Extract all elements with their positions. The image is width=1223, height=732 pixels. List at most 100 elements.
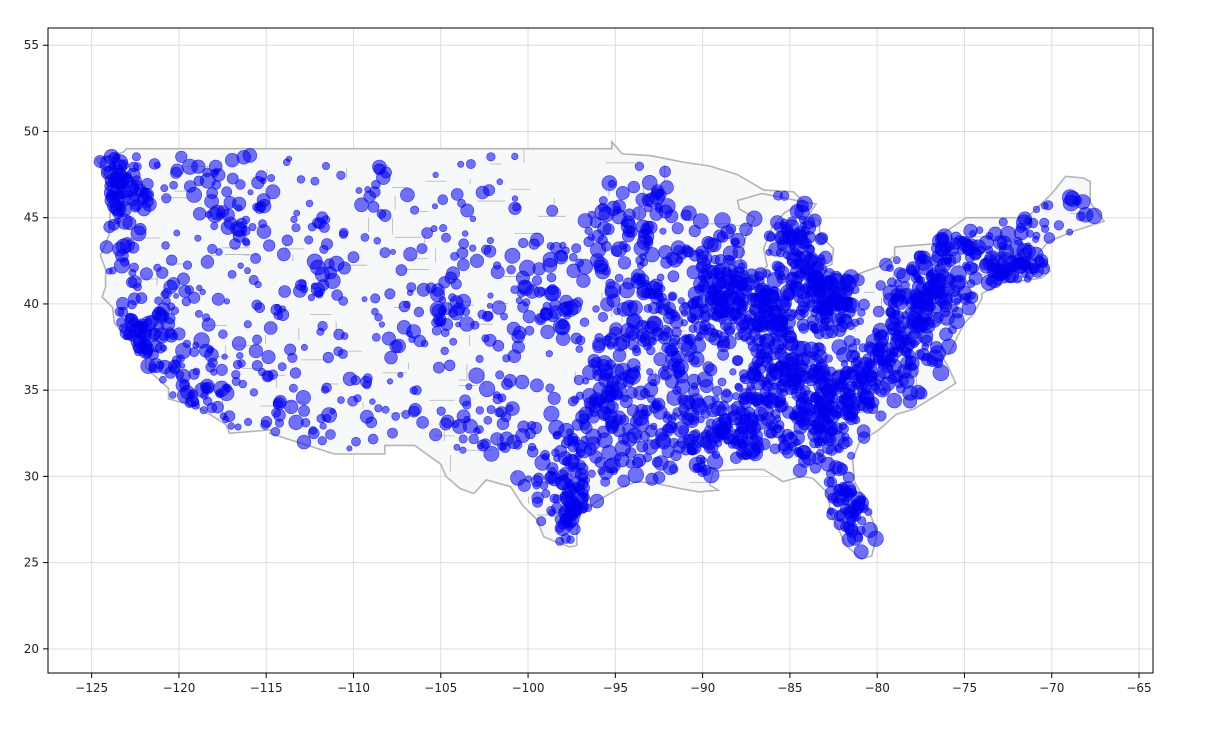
scatter-point	[500, 312, 508, 321]
scatter-point	[371, 307, 379, 316]
scatter-point	[999, 226, 1017, 243]
scatter-point	[773, 359, 790, 376]
scatter-point	[702, 361, 715, 373]
scatter-point	[714, 212, 731, 229]
scatter-point	[610, 245, 623, 257]
scatter-point	[985, 232, 994, 240]
scatter-point	[329, 408, 336, 415]
scatter-point	[867, 376, 878, 388]
scatter-point	[267, 174, 276, 183]
scatter-point	[653, 352, 668, 367]
scatter-point	[370, 293, 381, 304]
scatter-point	[858, 343, 868, 353]
scatter-point	[534, 454, 551, 471]
scatter-point	[125, 239, 133, 246]
scatter-point	[566, 428, 574, 436]
scatter-point	[597, 221, 612, 236]
scatter-point	[237, 262, 244, 269]
scatter-point	[809, 351, 819, 361]
scatter-point	[546, 242, 555, 250]
scatter-point	[998, 217, 1008, 227]
scatter-point	[506, 265, 516, 275]
scatter-point	[401, 409, 411, 419]
scatter-point	[829, 430, 846, 446]
scatter-point	[479, 380, 496, 398]
scatter-point	[274, 418, 284, 428]
scatter-point	[1021, 262, 1031, 272]
scatter-point	[531, 475, 543, 487]
scatter-point	[792, 248, 802, 258]
scatter-point	[439, 224, 448, 233]
scatter-point	[240, 226, 251, 237]
scatter-point	[576, 258, 593, 275]
scatter-point	[376, 209, 387, 219]
scatter-point	[506, 434, 521, 449]
scatter-point	[615, 186, 630, 200]
scatter-point	[1032, 235, 1040, 243]
scatter-point	[288, 414, 304, 431]
scatter-point	[667, 270, 680, 283]
scatter-point	[416, 282, 431, 297]
scatter-point	[828, 283, 838, 293]
scatter-points	[93, 148, 1103, 560]
scatter-point	[817, 300, 832, 315]
scatter-point	[441, 232, 451, 243]
y-tick-label: 35	[24, 383, 39, 397]
scatter-point	[167, 277, 181, 291]
scatter-point	[285, 155, 293, 162]
scatter-point	[179, 379, 190, 391]
scatter-point	[612, 199, 626, 213]
scatter-point	[175, 342, 192, 359]
scatter-point	[668, 464, 679, 474]
scatter-point	[903, 337, 916, 350]
scatter-point	[789, 412, 797, 421]
scatter-point	[125, 312, 135, 323]
scatter-point	[801, 220, 817, 235]
scatter-point	[436, 406, 446, 416]
scatter-point	[134, 223, 147, 236]
scatter-point	[456, 247, 469, 259]
scatter-point	[514, 374, 530, 390]
scatter-point	[221, 353, 228, 360]
scatter-point	[93, 155, 107, 168]
scatter-point	[522, 298, 531, 307]
scatter-point	[828, 291, 842, 305]
scatter-point	[289, 367, 302, 379]
scatter-point	[563, 434, 575, 447]
scatter-point	[840, 394, 855, 409]
scatter-point	[589, 493, 605, 509]
scatter-point	[295, 279, 307, 291]
scatter-point	[409, 386, 418, 395]
scatter-point	[139, 267, 153, 281]
scatter-point	[317, 436, 327, 446]
scatter-point	[542, 257, 558, 273]
scatter-point	[727, 404, 739, 416]
scatter-point	[314, 266, 331, 283]
scatter-point	[659, 165, 671, 178]
scatter-point	[824, 276, 833, 284]
scatter-point	[558, 504, 575, 522]
scatter-point	[687, 299, 698, 310]
scatter-point	[661, 342, 672, 354]
scatter-point	[751, 414, 768, 431]
scatter-point	[652, 471, 666, 484]
scatter-point	[775, 230, 790, 246]
scatter-point	[670, 449, 682, 462]
scatter-point	[732, 246, 745, 259]
scatter-point	[736, 280, 748, 292]
scatter-point	[491, 300, 507, 315]
scatter-point	[209, 159, 223, 174]
scatter-point	[517, 478, 531, 492]
scatter-point	[546, 272, 557, 283]
scatter-point	[431, 317, 441, 328]
scatter-point	[787, 216, 797, 227]
scatter-point	[617, 256, 632, 270]
scatter-point	[548, 467, 557, 476]
scatter-point	[164, 312, 176, 325]
scatter-point	[774, 313, 786, 326]
scatter-point	[739, 222, 753, 237]
scatter-point	[621, 431, 638, 447]
scatter-point	[914, 274, 922, 283]
scatter-point	[601, 268, 610, 276]
scatter-point	[227, 269, 237, 279]
